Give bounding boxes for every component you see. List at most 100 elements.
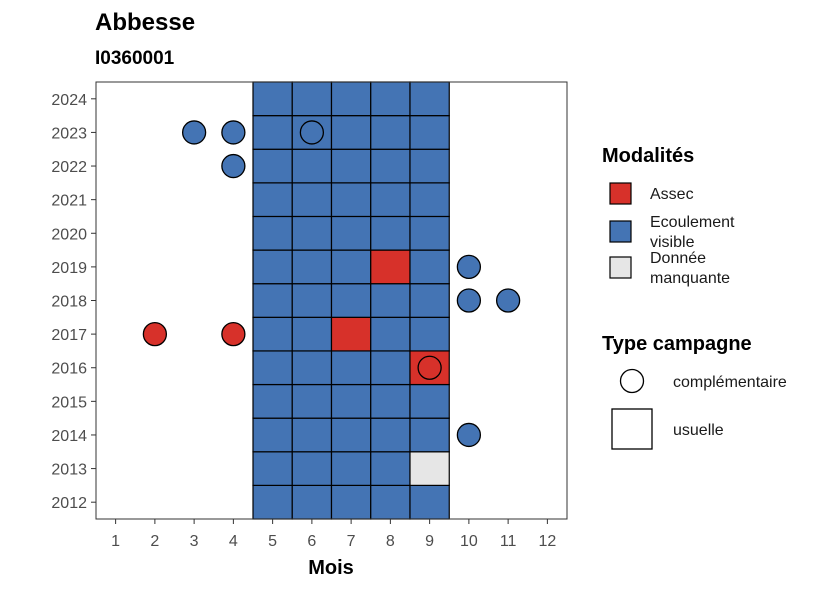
cell-2017-9-ecoulement [409,316,450,352]
x-tick-label-7: 7 [347,533,356,550]
cell-2015-7-ecoulement [330,383,372,419]
cell-2023-9-ecoulement [409,115,450,150]
y-tick-label-2024: 2024 [51,92,87,109]
legend-type-title: Type campagne [602,333,752,355]
cell-2018-5-ecoulement [252,283,293,318]
cell-2014-6-ecoulement [291,417,333,453]
y-tick-label-2022: 2022 [51,159,87,176]
cell-2016-5-ecoulement [252,350,293,386]
cell-2012-8-ecoulement [370,484,411,520]
cell-2013-5-ecoulement [252,451,293,486]
cell-2024-9-ecoulement [409,81,450,117]
cell-2020-6-ecoulement [291,215,333,251]
cell-2013-9-manquante [409,451,450,486]
y-tick-label-2013: 2013 [51,462,87,479]
cell-2021-5-ecoulement [252,182,293,218]
cell-2020-8-ecoulement [370,215,411,251]
point-2017-2-assec [142,321,168,347]
x-tick-label-8: 8 [386,533,395,550]
x-axis-label: Mois [308,557,354,579]
cell-2018-9-ecoulement [409,283,450,318]
cell-2024-5-ecoulement [252,81,293,117]
point-2023-3-ecoulement [181,120,207,145]
cell-2015-6-ecoulement [291,383,333,419]
point-2014-10-ecoulement [456,422,482,448]
y-tick-label-2021: 2021 [51,193,87,210]
cell-2023-5-ecoulement [252,115,293,150]
cell-2020-5-ecoulement [252,215,293,251]
chart-subtitle: I0360001 [95,48,175,69]
cell-2023-7-ecoulement [330,115,372,150]
point-2023-4-ecoulement [221,120,246,145]
y-axis: 2012 2013 2014 2015 2016 2017 2018 2019 2020 2021… [51,92,96,512]
cell-2021-7-ecoulement [330,182,372,218]
y-tick-label-2015: 2015 [51,394,87,411]
legend-key-complementaire [619,368,645,394]
point-2018-10-ecoulement [456,288,482,313]
y-tick-label-2019: 2019 [51,260,87,277]
cell-2020-9-ecoulement [409,215,450,251]
x-tick-label-10: 10 [460,533,478,550]
cell-2022-9-ecoulement [409,148,450,184]
legend-label-manquante: Donnée manquante [650,250,730,287]
x-tick-label-4: 4 [229,533,238,550]
cell-2016-6-ecoulement [291,350,333,386]
cell-2019-5-ecoulement [252,249,293,285]
x-tick-label-1: 1 [111,533,120,550]
y-tick-label-2017: 2017 [51,327,87,344]
cell-2022-7-ecoulement [330,148,372,184]
cell-2021-8-ecoulement [370,182,411,218]
legend-key-usuelle [611,408,653,450]
cell-2015-8-ecoulement [370,383,411,419]
legend-label-usuelle: usuelle [673,422,724,439]
x-tick-label-11: 11 [500,533,517,550]
x-tick-label-5: 5 [268,533,277,550]
cell-2023-8-ecoulement [370,115,411,150]
x-tick-label-12: 12 [538,533,556,550]
x-tick-label-9: 9 [425,533,434,550]
x-tick-label-3: 3 [190,533,199,550]
cell-2019-8-assec [370,249,411,285]
x-tick-label-6: 6 [307,533,316,550]
point-2017-4-assec [221,321,246,347]
point-2016-9-assec [417,355,442,380]
cell-2024-6-ecoulement [291,81,333,117]
cell-2014-9-ecoulement [409,417,450,453]
y-tick-label-2012: 2012 [51,495,87,512]
cell-2012-7-ecoulement [330,484,372,520]
legend-label-assec: Assec [650,186,694,203]
cell-2013-7-ecoulement [330,451,372,486]
y-tick-label-2018: 2018 [51,294,87,311]
cell-2013-6-ecoulement [291,451,333,486]
legend-key-ecoulement [609,220,632,243]
cell-2012-6-ecoulement [291,484,333,520]
cell-2017-8-ecoulement [370,316,411,352]
cell-2017-7-assec [330,316,372,352]
cell-2022-6-ecoulement [291,148,333,184]
cell-2020-7-ecoulement [330,215,372,251]
cell-2019-9-ecoulement [409,249,450,285]
cell-2022-8-ecoulement [370,148,411,184]
chart-title: Abbesse [95,9,195,36]
cell-2024-7-ecoulement [330,81,372,117]
legend-modalites-title: Modalités [602,145,694,167]
point-2019-10-ecoulement [456,254,482,280]
legend-types: complémentaire usuelle [611,368,787,450]
point-2023-6-ecoulement [299,120,325,145]
point-2022-4-ecoulement [221,153,246,179]
x-tick-label-2: 2 [150,533,159,550]
cell-2012-9-ecoulement [409,484,450,520]
legend-label-ecoulement: Ecoulement visible [650,214,735,251]
cell-2018-6-ecoulement [291,283,333,318]
legend-key-assec [609,182,632,205]
usual-cells [252,81,450,520]
cell-2019-6-ecoulement [291,249,333,285]
cell-2018-8-ecoulement [370,283,411,318]
cell-2021-6-ecoulement [291,182,333,218]
cell-2022-5-ecoulement [252,148,293,184]
cell-2017-5-ecoulement [252,316,293,352]
cell-2013-8-ecoulement [370,451,411,486]
